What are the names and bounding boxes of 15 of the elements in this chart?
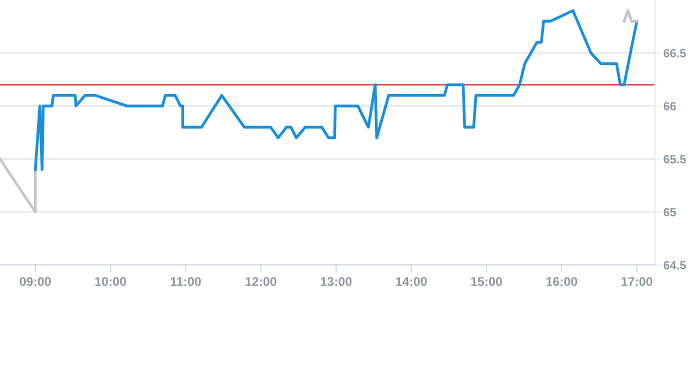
x-tick-label: 09:00 <box>20 277 51 286</box>
x-tick-label: 16:00 <box>546 277 578 286</box>
y-tick-label: 65 <box>664 208 676 216</box>
x-tick-label: 10:00 <box>95 277 126 286</box>
x-tick-label: 12:00 <box>246 277 276 286</box>
x-tick-label: 17:00 <box>622 277 652 286</box>
x-tick-label: 11:00 <box>170 277 201 286</box>
y-tick-label: 65.5 <box>664 155 686 164</box>
y-tick-label: 66.5 <box>664 49 686 58</box>
y-tick-label: 64.5 <box>664 261 686 270</box>
x-tick-label: 15:00 <box>471 277 502 286</box>
y-tick-label: 66 <box>664 102 676 110</box>
x-tick-label: 14:00 <box>396 277 427 286</box>
x-tick-label: 13:00 <box>320 277 352 286</box>
line-series <box>34 9 638 171</box>
